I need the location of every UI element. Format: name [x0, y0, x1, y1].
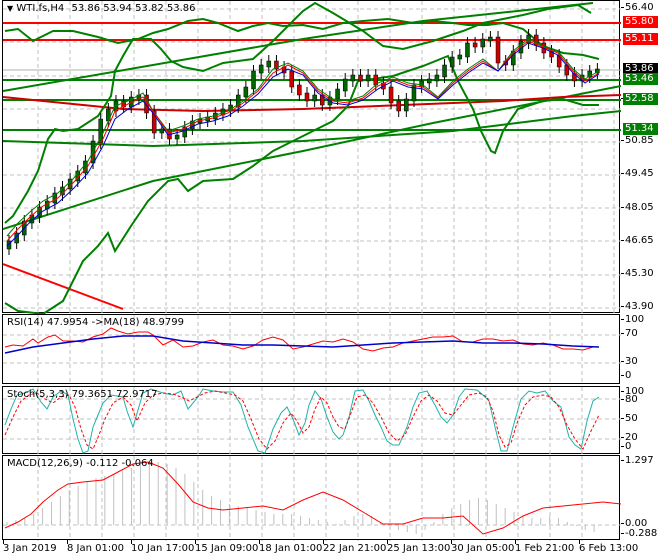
macd-tick: 1.297: [621, 455, 654, 466]
time-label: 3 Jan 2019: [3, 543, 57, 554]
rsi-pane[interactable]: RSI(14) 47.9954 ->MA(18) 48.9799: [2, 314, 621, 385]
time-axis[interactable]: 3 Jan 2019 8 Jan 01:00 10 Jan 17:00 15 J…: [0, 540, 660, 560]
candlesticks: [6, 29, 600, 255]
rsi-canvas: [3, 315, 621, 385]
support-label: 53.46: [623, 73, 658, 85]
stochastic-canvas: [3, 387, 621, 455]
time-label: 25 Jan 13:00: [387, 543, 451, 554]
price-tick: 43.90: [621, 301, 654, 312]
resistance-label: 55.11: [623, 33, 658, 45]
macd-tick: -0.288: [620, 528, 658, 539]
price-tick: 49.45: [621, 168, 654, 179]
rsi-axis: 100 70 30 0: [620, 314, 660, 384]
current-price-label: 53.86: [623, 63, 658, 75]
support-label: 51.34: [623, 123, 658, 135]
ohlc-values: 53.86 53.94 53.82 53.86: [71, 3, 196, 14]
macd-axis: 1.297 0.00 -0.288: [620, 455, 660, 540]
stoch-tick: 80: [621, 394, 638, 405]
price-axis[interactable]: 56.40 52.25 50.85 49.45 48.05 46.65 45.3…: [621, 0, 660, 313]
resistance-label: 55.80: [623, 16, 658, 28]
triangle-down-icon[interactable]: ▼: [7, 4, 14, 13]
stoch-tick: 50: [621, 413, 638, 424]
macd-pane[interactable]: MACD(12,26,9) -0.112 -0.064: [2, 455, 621, 541]
time-label: 1 Feb 21:00: [515, 543, 575, 554]
stoch-tick: 100: [620, 386, 645, 397]
price-chart-canvas: [3, 1, 621, 314]
main-price-chart[interactable]: ▼ WTI.fs,H4 53.86 53.94 53.82 53.86: [2, 0, 621, 314]
stochastic-title: Stoch(5,3,3) 79.3651 72.9717: [7, 389, 158, 400]
stochastic-pane[interactable]: Stoch(5,3,3) 79.3651 72.9717: [2, 386, 621, 455]
price-tick: 46.65: [621, 235, 654, 246]
macd-canvas: [3, 456, 621, 541]
macd-tick: 0.00: [620, 518, 648, 529]
macd-title: MACD(12,26,9) -0.112 -0.064: [7, 458, 154, 469]
chart-title: ▼ WTI.fs,H4 53.86 53.94 53.82 53.86: [7, 3, 196, 14]
rsi-tick: 70: [621, 328, 638, 339]
price-tick: 45.30: [621, 268, 654, 279]
time-label: 6 Feb 13:00: [579, 543, 639, 554]
rsi-tick: 0: [620, 370, 632, 381]
time-label: 18 Jan 01:00: [259, 543, 323, 554]
time-label: 22 Jan 21:00: [323, 543, 387, 554]
stoch-tick: 0: [620, 441, 632, 452]
price-tick: 48.05: [621, 202, 654, 213]
rsi-title: RSI(14) 47.9954 ->MA(18) 48.9799: [7, 317, 184, 328]
support-label: 52.58: [623, 93, 658, 105]
price-tick: 56.40: [621, 2, 654, 13]
stochastic-axis: 100 80 50 20 0: [620, 386, 660, 454]
stoch-tick: 20: [621, 432, 638, 443]
time-label: 10 Jan 17:00: [131, 543, 195, 554]
symbol-label: WTI.fs,H4: [16, 3, 65, 14]
rsi-tick: 100: [620, 314, 645, 325]
rsi-tick: 30: [621, 356, 638, 367]
time-label: 8 Jan 01:00: [67, 543, 124, 554]
time-label: 15 Jan 09:00: [195, 543, 259, 554]
price-tick: 50.85: [621, 135, 654, 146]
time-label: 30 Jan 05:00: [451, 543, 515, 554]
